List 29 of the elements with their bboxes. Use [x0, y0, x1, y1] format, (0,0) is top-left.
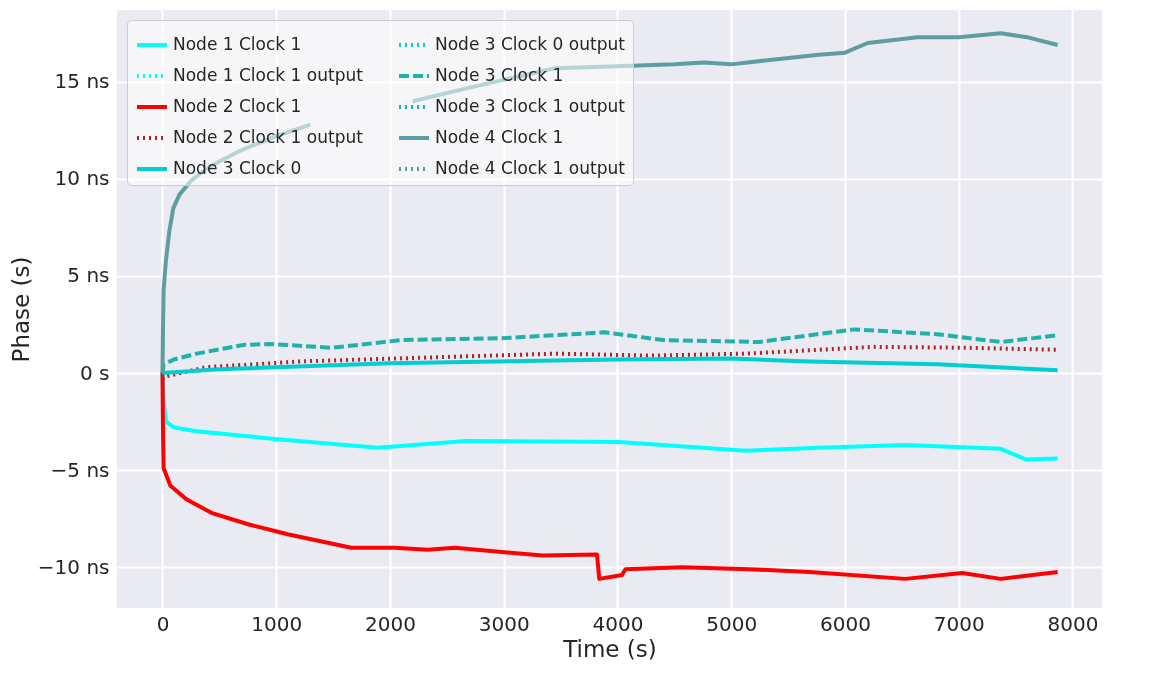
line-series — [160, 356, 1060, 376]
x-tick-label: 8000 — [1047, 611, 1099, 636]
x-tick-label: 1000 — [251, 611, 303, 636]
y-tick-label: 15 ns — [54, 69, 110, 94]
y-tick-label: 10 ns — [54, 166, 110, 191]
y-tick-label: 5 ns — [67, 263, 110, 288]
y-tick-label: 0 s — [79, 360, 110, 385]
x-axis-title: Time (s) — [562, 635, 657, 662]
legend-label: Node 2 Clock 1 output — [173, 127, 364, 147]
legend-label: Node 1 Clock 1 — [173, 34, 302, 54]
x-tick-label: 3000 — [478, 611, 530, 636]
y-tick-label: −5 ns — [50, 457, 110, 482]
legend-label: Node 4 Clock 1 output — [435, 158, 626, 178]
legend-label: Node 3 Clock 1 — [435, 65, 564, 85]
legend-label: Node 3 Clock 0 — [173, 158, 302, 178]
legend-label: Node 1 Clock 1 output — [173, 65, 364, 85]
line-series — [160, 371, 1060, 581]
x-tick-label: 0 — [156, 611, 170, 636]
x-tick-label: 2000 — [365, 611, 416, 636]
legend-label: Node 2 Clock 1 — [173, 96, 302, 116]
legend-label: Node 4 Clock 1 — [435, 127, 564, 147]
x-tick-label: 5000 — [706, 611, 758, 636]
x-tick-label: 4000 — [592, 611, 644, 636]
y-tick-label: −10 ns — [37, 554, 110, 579]
x-tick-label: 7000 — [933, 611, 985, 636]
legend-label: Node 3 Clock 0 output — [435, 34, 626, 54]
y-axis-title: Phase (s) — [7, 256, 34, 363]
x-tick-label: 6000 — [819, 611, 871, 636]
legend-label: Node 3 Clock 1 output — [435, 96, 626, 116]
